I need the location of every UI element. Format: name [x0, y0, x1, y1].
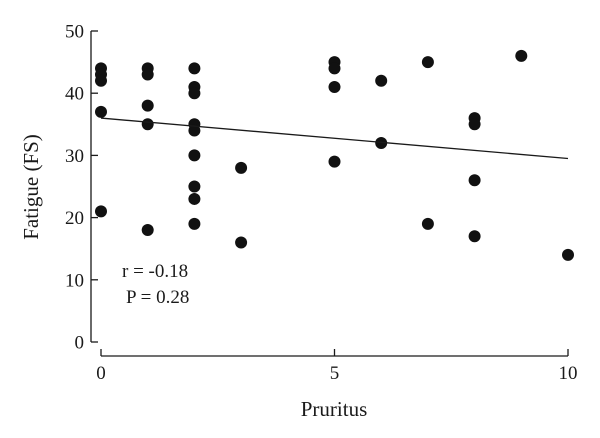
- data-point: [375, 74, 388, 87]
- data-point: [188, 192, 201, 205]
- plot-area: 0 5 10 0 10 20 30 40 50: [65, 22, 578, 385]
- y-tick-label: 50: [65, 22, 84, 43]
- y-tick-label: 40: [65, 84, 84, 105]
- x-tick-label: 10: [559, 363, 578, 384]
- y-tick-label: 10: [65, 270, 84, 291]
- correlation-r-annotation: r = -0.18: [122, 261, 188, 282]
- y-ticks: 0 10 20 30 40 50: [65, 22, 98, 354]
- data-point: [188, 180, 201, 193]
- data-point: [235, 236, 248, 249]
- y-tick-label: 20: [65, 208, 84, 229]
- data-point: [141, 118, 154, 131]
- data-point: [562, 248, 574, 261]
- data-points: [95, 49, 574, 261]
- data-point: [141, 224, 154, 237]
- data-point: [468, 174, 481, 187]
- data-point: [188, 124, 201, 137]
- x-ticks: 0 5 10: [96, 349, 578, 384]
- data-point: [421, 56, 434, 69]
- data-point: [328, 155, 341, 168]
- data-point: [515, 49, 528, 62]
- data-point: [328, 80, 341, 93]
- data-point: [95, 105, 107, 118]
- data-point: [95, 74, 107, 87]
- data-point: [328, 62, 341, 75]
- data-point: [95, 205, 107, 218]
- y-tick-label: 0: [75, 333, 85, 354]
- data-point: [468, 118, 481, 131]
- data-point: [188, 217, 201, 230]
- y-tick-label: 30: [65, 146, 84, 167]
- data-point: [468, 230, 481, 243]
- data-point: [141, 99, 154, 112]
- p-value-annotation: P = 0.28: [126, 287, 189, 308]
- data-point: [188, 149, 201, 162]
- data-point: [421, 217, 434, 230]
- data-point: [141, 68, 154, 81]
- x-tick-label: 5: [330, 363, 340, 384]
- x-axis-label: Pruritus: [301, 397, 368, 421]
- x-tick-label: 0: [96, 363, 106, 384]
- data-point: [188, 87, 201, 100]
- data-point: [235, 161, 248, 174]
- trend-line: [100, 117, 569, 160]
- data-point: [188, 62, 201, 75]
- y-axis-label: Fatigue (FS): [19, 134, 43, 240]
